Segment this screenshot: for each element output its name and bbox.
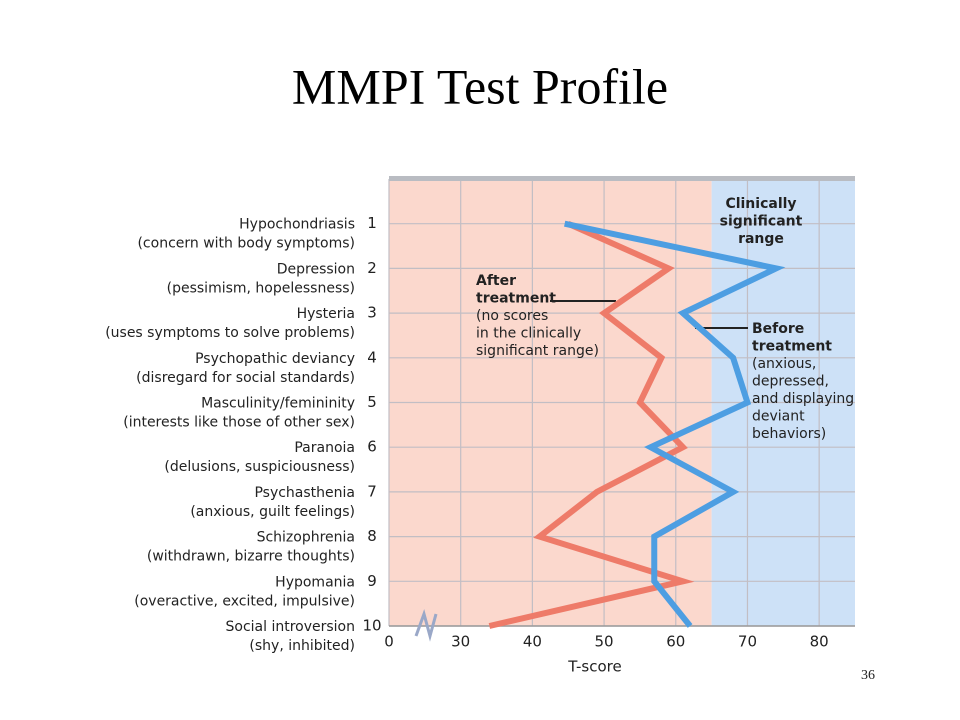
x-tick-label: 30 xyxy=(451,633,470,651)
category-description: (withdrawn, bizarre thoughts) xyxy=(147,549,355,565)
chart-title: MMPI Test Profile xyxy=(292,58,668,114)
category-label: Masculinity/femininity xyxy=(201,396,355,412)
annotation-heading: Clinically xyxy=(725,196,796,212)
annotation-heading: significant xyxy=(720,214,803,230)
category-description: (delusions, suspiciousness) xyxy=(164,459,355,475)
top-border xyxy=(389,176,855,181)
annotation-heading: After xyxy=(476,273,516,289)
annotation-note: (no scores xyxy=(476,308,548,324)
annotation-note: deviant xyxy=(752,409,805,425)
annotation-note: behaviors) xyxy=(752,426,826,442)
x-tick-label: 40 xyxy=(523,633,542,651)
category-label: Hypomania xyxy=(275,574,355,590)
category-label: Psychopathic deviancy xyxy=(195,351,355,367)
annotation-note: and displaying xyxy=(752,391,854,407)
category-description: (uses symptoms to solve problems) xyxy=(105,325,355,341)
category-description: (disregard for social standards) xyxy=(136,370,355,386)
page-number: 36 xyxy=(861,668,875,683)
x-tick-label: 70 xyxy=(738,633,757,651)
x-tick-label: 0 xyxy=(384,633,394,651)
y-tick-label: 10 xyxy=(362,617,381,635)
annotation-note: depressed, xyxy=(752,374,829,390)
annotation-note: significant range) xyxy=(476,343,599,359)
category-label: Hysteria xyxy=(297,306,355,322)
x-axis-label: T-score xyxy=(567,658,622,676)
y-tick-label: 5 xyxy=(367,393,377,411)
annotation-note: (anxious, xyxy=(752,356,816,372)
y-tick-label: 9 xyxy=(367,572,377,590)
x-tick-label: 60 xyxy=(666,633,685,651)
annotation-heading: range xyxy=(738,231,784,247)
series-line xyxy=(564,220,786,628)
y-tick-label: 2 xyxy=(367,259,377,277)
annotation-heading: Before xyxy=(752,321,804,337)
category-description: (overactive, excited, impulsive) xyxy=(134,593,355,609)
annotation-heading: treatment xyxy=(752,339,832,355)
axis-break xyxy=(414,609,438,642)
category-description: (interests like those of other sex) xyxy=(123,415,355,431)
category-description: (concern with body symptoms) xyxy=(137,236,355,252)
x-tick-label: 50 xyxy=(595,633,614,651)
category-label: Psychasthenia xyxy=(254,485,355,501)
y-tick-label: 3 xyxy=(367,304,377,322)
y-tick-label: 6 xyxy=(367,438,377,456)
category-description: (shy, inhibited) xyxy=(249,638,355,654)
y-tick-label: 1 xyxy=(367,214,377,232)
category-label: Depression xyxy=(277,261,355,277)
category-description: (anxious, guilt feelings) xyxy=(190,504,355,520)
y-tick-label: 7 xyxy=(367,482,377,500)
category-label: Hypochondriasis xyxy=(239,217,355,233)
y-tick-label: 8 xyxy=(367,527,377,545)
category-label: Paranoia xyxy=(294,440,355,456)
annotation-note: in the clinically xyxy=(476,326,581,342)
category-label: Schizophrenia xyxy=(257,530,355,546)
annotation-heading: treatment xyxy=(476,291,556,307)
category-label: Social introversion xyxy=(226,619,356,635)
category-description: (pessimism, hopelessness) xyxy=(167,280,355,296)
y-tick-label: 4 xyxy=(367,348,377,366)
x-tick-label: 80 xyxy=(810,633,829,651)
series-line xyxy=(488,220,695,629)
